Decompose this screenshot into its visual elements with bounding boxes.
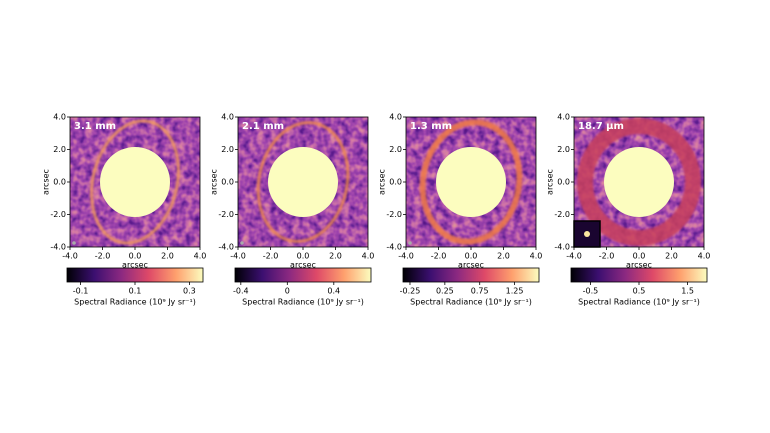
colorbar	[570, 267, 708, 283]
colorbar-tick-label: 0	[285, 287, 290, 296]
y-tick-label: -4.0	[218, 243, 234, 252]
colorbar-tick-label: -0.25	[400, 287, 421, 296]
y-axis-label: arcsec	[378, 169, 387, 195]
x-tick-label: 0.0	[297, 252, 310, 261]
y-tick-label: -4.0	[554, 243, 570, 252]
beam	[72, 241, 76, 245]
ring	[577, 118, 701, 246]
y-tick-label: 0.0	[557, 178, 570, 187]
y-tick-label: 2.0	[53, 145, 66, 154]
panel-title: 2.1 mm	[242, 121, 284, 132]
x-tick-label: -4.0	[62, 252, 78, 261]
y-tick-label: 0.0	[53, 178, 66, 187]
star-mask	[268, 147, 338, 217]
y-tick-label: 0.0	[221, 178, 234, 187]
x-tick-label: 4.0	[194, 252, 207, 261]
y-tick-label: -4.0	[386, 243, 402, 252]
star-mask	[436, 147, 506, 217]
y-tick-label: -4.0	[50, 243, 66, 252]
x-tick-label: -2.0	[95, 252, 111, 261]
x-tick-label: 0.0	[633, 252, 646, 261]
x-tick-label: 4.0	[530, 252, 543, 261]
y-tick-label: -2.0	[50, 210, 66, 219]
colorbar-label: Spectral Radiance (10⁹ Jy sr⁻¹)	[74, 298, 196, 307]
star-mask	[100, 147, 170, 217]
colorbar	[66, 267, 204, 283]
ring	[419, 119, 523, 245]
ring	[256, 121, 350, 243]
x-tick-label: 0.0	[465, 252, 478, 261]
colorbar-tick-label: 0.75	[471, 287, 489, 296]
colorbar-tick-label: -0.4	[233, 287, 249, 296]
x-tick-label: 2.0	[497, 252, 510, 261]
y-tick-label: 4.0	[389, 113, 402, 122]
x-tick-label: -4.0	[398, 252, 414, 261]
colorbar	[402, 267, 540, 283]
colorbar-tick-label: -0.1	[73, 287, 89, 296]
colorbar	[234, 267, 372, 283]
psf-inset	[573, 220, 601, 248]
y-tick-label: 4.0	[221, 113, 234, 122]
colorbar-tick-label: 0.25	[436, 287, 454, 296]
colorbar-label: Spectral Radiance (10⁹ Jy sr⁻¹)	[410, 298, 532, 307]
y-axis-label: arcsec	[42, 169, 51, 195]
colorbar-tick-label: 1.5	[681, 287, 694, 296]
y-tick-label: -2.0	[386, 210, 402, 219]
y-axis-label: arcsec	[546, 169, 555, 195]
beam	[240, 241, 244, 245]
beam	[408, 241, 412, 245]
x-tick-label: 2.0	[329, 252, 342, 261]
x-axis-label: arcsec	[290, 261, 316, 270]
x-tick-label: 2.0	[665, 252, 678, 261]
y-axis-label: arcsec	[210, 169, 219, 195]
psf-dot	[584, 231, 590, 237]
colorbar-tick-label: 0.4	[327, 287, 340, 296]
x-tick-label: 2.0	[161, 252, 174, 261]
panel-title: 3.1 mm	[74, 121, 116, 132]
y-tick-label: 0.0	[389, 178, 402, 187]
y-tick-label: 2.0	[557, 145, 570, 154]
y-tick-label: 4.0	[53, 113, 66, 122]
x-axis-label: arcsec	[626, 261, 652, 270]
x-tick-label: 0.0	[129, 252, 142, 261]
x-tick-label: 4.0	[362, 252, 375, 261]
colorbar-tick-label: 0.3	[183, 287, 196, 296]
y-tick-label: 2.0	[221, 145, 234, 154]
x-tick-label: -4.0	[566, 252, 582, 261]
x-tick-label: -2.0	[431, 252, 447, 261]
colorbar-tick-label: 0.1	[129, 287, 142, 296]
colorbar-tick-label: -0.5	[583, 287, 599, 296]
x-axis-label: arcsec	[122, 261, 148, 270]
colorbar-tick-label: 1.25	[506, 287, 524, 296]
y-tick-label: 4.0	[557, 113, 570, 122]
ring	[90, 119, 180, 245]
y-tick-label: -2.0	[218, 210, 234, 219]
y-tick-label: 2.0	[389, 145, 402, 154]
colorbar-tick-label: 0.5	[633, 287, 646, 296]
panel-title: 18.7 μm	[578, 121, 624, 132]
x-tick-label: 4.0	[698, 252, 711, 261]
x-tick-label: -2.0	[599, 252, 615, 261]
colorbar-label: Spectral Radiance (10⁹ Jy sr⁻¹)	[242, 298, 364, 307]
star-mask	[604, 147, 674, 217]
x-axis-label: arcsec	[458, 261, 484, 270]
x-tick-label: -2.0	[263, 252, 279, 261]
y-tick-label: -2.0	[554, 210, 570, 219]
panel-title: 1.3 mm	[410, 121, 452, 132]
x-tick-label: -4.0	[230, 252, 246, 261]
colorbar-label: Spectral Radiance (10⁹ Jy sr⁻¹)	[578, 298, 700, 307]
